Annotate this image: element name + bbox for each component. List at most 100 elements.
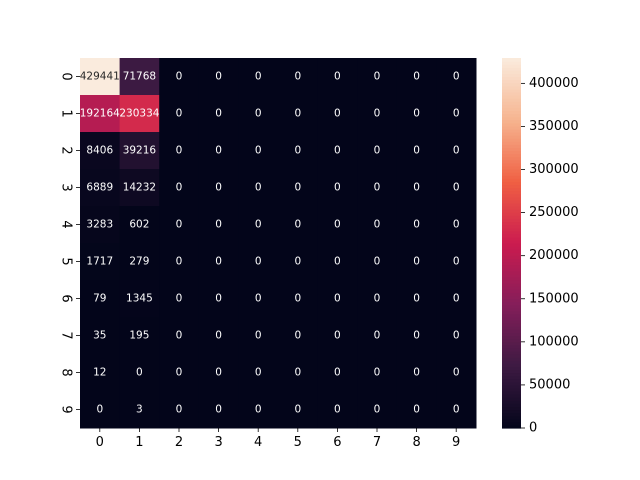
cell-annotation: 0: [136, 367, 143, 379]
heatmap-cell: [357, 391, 398, 429]
colorbar-band: [502, 230, 521, 235]
cell-annotation: 0: [176, 404, 183, 416]
colorbar-band: [502, 400, 521, 404]
y-tick-label: 3: [59, 183, 74, 191]
colorbar-band: [502, 421, 521, 426]
colorbar-band: [502, 206, 521, 210]
colorbar-band: [502, 381, 521, 386]
colorbar-band: [502, 267, 521, 272]
colorbar-band: [502, 252, 521, 256]
colorbar-band: [502, 397, 521, 401]
y-tick-label: 2: [59, 146, 74, 154]
heatmap-cell: [198, 95, 239, 133]
colorbar-band: [502, 107, 521, 112]
colorbar-band: [502, 273, 521, 278]
colorbar-band: [502, 301, 521, 306]
heatmap-cell: [159, 169, 200, 207]
colorbar-band: [502, 344, 521, 349]
colorbar-band: [502, 243, 521, 247]
cell-annotation: 0: [374, 367, 381, 379]
heatmap-cell: [278, 58, 319, 96]
heatmap-cell: [80, 206, 121, 244]
cell-annotation: 0: [413, 367, 420, 379]
colorbar-band: [502, 332, 521, 337]
colorbar-band: [502, 372, 521, 377]
colorbar-band: [502, 202, 521, 207]
heatmap-cell: [357, 243, 398, 281]
colorbar-band: [502, 347, 521, 352]
cell-annotation: 0: [215, 145, 222, 157]
heatmap-cell: [396, 243, 437, 281]
colorbar-band: [502, 58, 521, 62]
heatmap-cell: [119, 354, 160, 392]
y-tick-label: 9: [59, 405, 74, 413]
colorbar-band: [502, 193, 521, 198]
cell-annotation: 0: [294, 182, 301, 194]
cell-annotation: 0: [334, 71, 341, 83]
cell-annotation: 0: [215, 293, 222, 305]
heatmap-cell: [396, 206, 437, 244]
colorbar-band: [502, 409, 521, 414]
colorbar-band: [502, 424, 521, 429]
x-tick-label: 4: [254, 435, 262, 450]
cell-annotation: 0: [334, 256, 341, 268]
cell-annotation: 0: [255, 219, 262, 231]
cell-annotation: 279: [129, 256, 149, 268]
colorbar-band: [502, 384, 521, 389]
colorbar-band: [502, 70, 521, 75]
cell-annotation: 0: [176, 182, 183, 194]
cell-annotation: 0: [294, 367, 301, 379]
colorbar-band: [502, 354, 521, 358]
x-tick-label: 6: [333, 435, 341, 450]
colorbar-band: [502, 125, 521, 130]
heatmap-cell: [198, 58, 239, 96]
heatmap-cell: [357, 169, 398, 207]
colorbar-band: [502, 357, 521, 361]
cell-annotation: 3283: [86, 219, 113, 231]
heatmap-cell: [80, 280, 121, 318]
colorbar-band: [502, 338, 521, 343]
y-tick-label: 1: [59, 109, 74, 117]
cell-annotation: 0: [374, 108, 381, 120]
heatmap-cell: [238, 280, 279, 318]
heatmap-cell: [278, 95, 319, 133]
colorbar: 0 50000 100000 150000 200000 250000 300000 3500…: [502, 58, 579, 436]
cell-annotation: 0: [294, 404, 301, 416]
colorbar-band: [502, 317, 521, 321]
colorbar-band: [502, 415, 521, 420]
y-tick-label: 0: [59, 72, 74, 80]
cell-annotation: 429441: [80, 71, 120, 83]
cell-annotation: 0: [453, 108, 460, 120]
heatmap-cell: [119, 280, 160, 318]
cell-annotation: 0: [176, 145, 183, 157]
heatmap-cell: [357, 317, 398, 355]
cell-annotation: 0: [453, 293, 460, 305]
heatmap-cell: [436, 317, 477, 355]
colorbar-band: [502, 350, 521, 355]
cell-annotation: 0: [294, 108, 301, 120]
heatmap-cell: [198, 243, 239, 281]
cell-annotation: 0: [176, 367, 183, 379]
x-tick-label: 1: [135, 435, 143, 450]
heatmap-cell: [436, 354, 477, 392]
cell-annotation: 0: [255, 145, 262, 157]
heatmap-cell: [278, 354, 319, 392]
colorbar-tick-label: 400000: [529, 76, 579, 91]
cell-annotation: 79: [93, 293, 106, 305]
cell-annotation: 0: [255, 108, 262, 120]
heatmap-cell: [80, 354, 121, 392]
heatmap-cell: [278, 280, 319, 318]
heatmap-cell: [80, 95, 121, 133]
heatmap-cell: [317, 95, 358, 133]
cell-annotation: 6889: [86, 182, 113, 194]
cell-annotation: 0: [334, 219, 341, 231]
colorbar-band: [502, 326, 521, 330]
colorbar-tick-label: 250000: [529, 205, 579, 220]
colorbar-band: [502, 341, 521, 346]
colorbar-band: [502, 144, 521, 149]
heatmap-cell: [119, 58, 160, 96]
heatmap-cell: [357, 58, 398, 96]
cell-annotation: 71768: [123, 71, 156, 83]
colorbar-band: [502, 233, 521, 238]
